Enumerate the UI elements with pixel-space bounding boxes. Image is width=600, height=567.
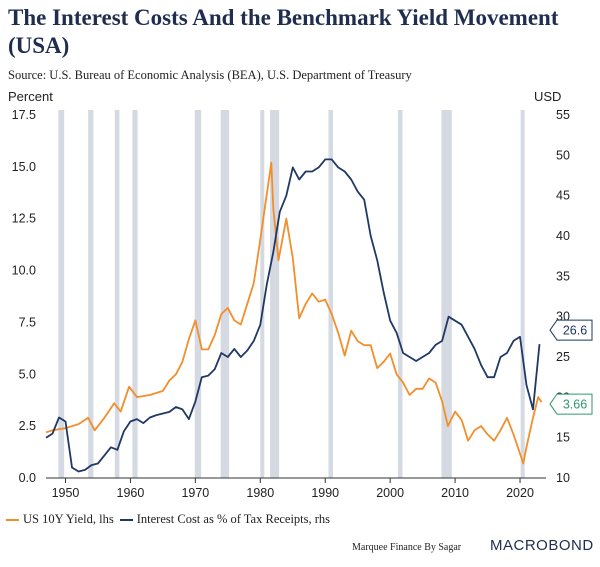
- recession-band: [270, 110, 280, 478]
- end-label-interest-text: 26.6: [563, 324, 587, 338]
- recession-band: [58, 110, 65, 478]
- right-tick-label: 55: [556, 108, 570, 122]
- left-tick-label: 0.0: [19, 471, 36, 485]
- series-line-yield: [45, 161, 543, 465]
- legend-swatch-yield: [6, 518, 19, 521]
- chart-legend: US 10Y Yield, lhs Interest Cost as % of …: [6, 512, 336, 527]
- recession-bands: [58, 110, 525, 478]
- axes: [46, 477, 546, 483]
- x-tick-label: 2000: [376, 486, 404, 500]
- end-label-yield: 3.66: [549, 393, 593, 415]
- recession-band: [520, 110, 525, 478]
- legend-item-interest: Interest Cost as % of Tax Receipts, rhs: [119, 512, 331, 527]
- chart-source: Source: U.S. Bureau of Economic Analysis…: [8, 68, 412, 82]
- recession-band: [397, 110, 403, 478]
- right-tick-label: 35: [556, 269, 570, 283]
- end-label-interest-box: [549, 319, 593, 341]
- legend-label-yield: US 10Y Yield, lhs: [23, 512, 114, 526]
- recession-band: [220, 110, 230, 478]
- x-tick-label: 1990: [311, 486, 339, 500]
- right-tick-label: 40: [556, 229, 570, 243]
- x-tick-label: 2010: [441, 486, 469, 500]
- recession-band: [328, 110, 334, 478]
- recession-band: [194, 110, 202, 478]
- series-lines: [45, 158, 543, 473]
- end-label-interest: 26.6: [549, 319, 593, 341]
- right-tick-label: 10: [556, 471, 570, 485]
- chart-area: 0.02.55.07.510.012.515.017.5101520253035…: [8, 89, 593, 500]
- credit-text: Marquee Finance By Sagar: [352, 542, 462, 553]
- recession-band: [441, 110, 452, 478]
- left-tick-label: 7.5: [19, 315, 36, 329]
- end-label-yield-text: 3.66: [563, 398, 587, 412]
- right-tick-label: 25: [556, 350, 570, 364]
- left-tick-label: 15.0: [12, 160, 36, 174]
- left-axis-label: Percent: [8, 89, 53, 104]
- x-tick-label: 1970: [181, 486, 209, 500]
- recession-band: [260, 110, 265, 478]
- recession-band: [114, 110, 120, 478]
- legend-swatch-interest: [119, 518, 133, 521]
- end-label-yield-box: [549, 393, 593, 415]
- left-tick-label: 10.0: [12, 264, 36, 278]
- left-tick-label: 17.5: [12, 108, 36, 122]
- axis-labels: 0.02.55.07.510.012.515.017.5101520253035…: [8, 89, 593, 500]
- x-tick-label: 2020: [506, 486, 534, 500]
- brand-logo: MACROBOND: [490, 537, 594, 554]
- right-tick-label: 15: [556, 431, 570, 445]
- chart-title: The Interest Costs And the Benchmark Yie…: [8, 5, 559, 58]
- recession-band: [88, 110, 94, 478]
- legend-item-yield: US 10Y Yield, lhs: [6, 512, 114, 527]
- recession-band: [132, 110, 138, 478]
- right-tick-label: 50: [556, 148, 570, 162]
- right-tick-label: 45: [556, 189, 570, 203]
- legend-label-interest: Interest Cost as % of Tax Receipts, rhs: [136, 512, 331, 526]
- x-tick-label: 1960: [117, 486, 145, 500]
- series-line-interest: [45, 158, 541, 473]
- left-tick-label: 2.5: [19, 419, 36, 433]
- x-tick-label: 1950: [52, 486, 80, 500]
- left-tick-label: 5.0: [19, 367, 36, 381]
- right-axis-label: USD: [534, 89, 561, 104]
- left-tick-label: 12.5: [12, 212, 36, 226]
- x-tick-label: 1980: [246, 486, 274, 500]
